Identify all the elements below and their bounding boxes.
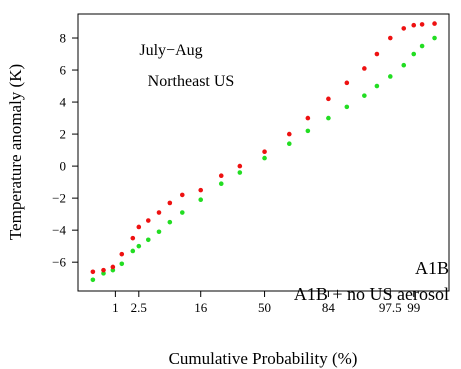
- point-a1b: [388, 74, 393, 79]
- point-no-us-aerosol: [136, 224, 142, 230]
- annotation-line-2: Northeast US: [148, 73, 235, 90]
- y-tick-label: 2: [60, 127, 67, 142]
- x-axis: 1 2.5 16 50 84 97.5 99: [112, 291, 420, 315]
- point-a1b: [136, 243, 142, 249]
- point-no-us-aerosol: [145, 218, 151, 223]
- point-no-us-aerosol: [388, 35, 393, 41]
- point-a1b: [344, 104, 350, 110]
- annotation-line-1: July−Aug: [139, 42, 202, 59]
- point-a1b: [198, 197, 204, 203]
- point-a1b: [362, 93, 367, 98]
- x-axis-title: Cumulative Probability (%): [169, 349, 358, 368]
- point-a1b: [179, 210, 185, 215]
- y-axis-title: Temperature anomaly (K): [6, 64, 25, 240]
- x-tick-label: 99: [407, 300, 420, 315]
- y-axis: −6 −4 −2 0 2 4 6 8: [52, 31, 78, 270]
- point-no-us-aerosol: [411, 22, 417, 28]
- point-a1b: [326, 115, 331, 121]
- data-points: [90, 21, 437, 283]
- point-no-us-aerosol: [101, 267, 106, 273]
- x-tick-label: 1: [112, 300, 119, 315]
- point-a1b: [286, 141, 292, 146]
- point-a1b: [130, 248, 136, 254]
- point-no-us-aerosol: [110, 264, 116, 270]
- point-a1b: [374, 83, 380, 89]
- y-tick-label: −2: [52, 191, 66, 206]
- point-no-us-aerosol: [419, 22, 425, 27]
- point-a1b: [156, 229, 162, 235]
- point-a1b: [411, 51, 417, 57]
- point-no-us-aerosol: [262, 149, 267, 154]
- y-tick-label: 8: [60, 31, 67, 46]
- point-a1b: [218, 181, 224, 187]
- point-a1b: [305, 128, 311, 134]
- y-tick-label: 0: [60, 159, 67, 174]
- plot-frame: [77, 13, 450, 292]
- point-a1b: [401, 62, 407, 68]
- point-no-us-aerosol: [130, 235, 136, 241]
- point-no-us-aerosol: [237, 163, 243, 169]
- point-a1b: [101, 271, 106, 276]
- point-no-us-aerosol: [326, 96, 331, 102]
- point-no-us-aerosol: [179, 192, 185, 198]
- point-no-us-aerosol: [401, 26, 407, 31]
- point-no-us-aerosol: [432, 21, 437, 26]
- point-a1b: [167, 219, 173, 225]
- y-tick-label: 4: [60, 95, 67, 110]
- x-tick-label: 84: [322, 300, 336, 315]
- point-a1b: [262, 155, 267, 161]
- point-a1b: [145, 237, 151, 243]
- x-tick-label: 2.5: [131, 300, 147, 315]
- x-tick-label: 16: [194, 300, 208, 315]
- point-no-us-aerosol: [198, 187, 204, 193]
- point-no-us-aerosol: [374, 51, 380, 57]
- point-a1b: [110, 267, 116, 273]
- point-a1b: [119, 261, 125, 267]
- point-no-us-aerosol: [344, 80, 350, 86]
- point-no-us-aerosol: [305, 115, 311, 121]
- point-a1b: [90, 277, 96, 283]
- x-tick-label: 50: [258, 300, 271, 315]
- point-no-us-aerosol: [90, 269, 96, 275]
- point-no-us-aerosol: [167, 200, 173, 206]
- x-tick-label: 97.5: [379, 300, 402, 315]
- point-no-us-aerosol: [362, 66, 367, 71]
- y-tick-label: −4: [52, 223, 66, 238]
- y-tick-label: 6: [60, 63, 67, 78]
- point-no-us-aerosol: [156, 210, 162, 215]
- point-no-us-aerosol: [119, 251, 125, 257]
- point-no-us-aerosol: [218, 173, 224, 179]
- legend-entry-no-us-aerosol: A1B + no US aerosol: [294, 284, 449, 304]
- legend-entry-a1b: A1B: [415, 258, 449, 278]
- y-tick-label: −6: [52, 255, 66, 270]
- point-a1b: [419, 43, 425, 49]
- point-no-us-aerosol: [286, 131, 292, 137]
- point-a1b: [432, 35, 437, 41]
- point-a1b: [237, 170, 243, 175]
